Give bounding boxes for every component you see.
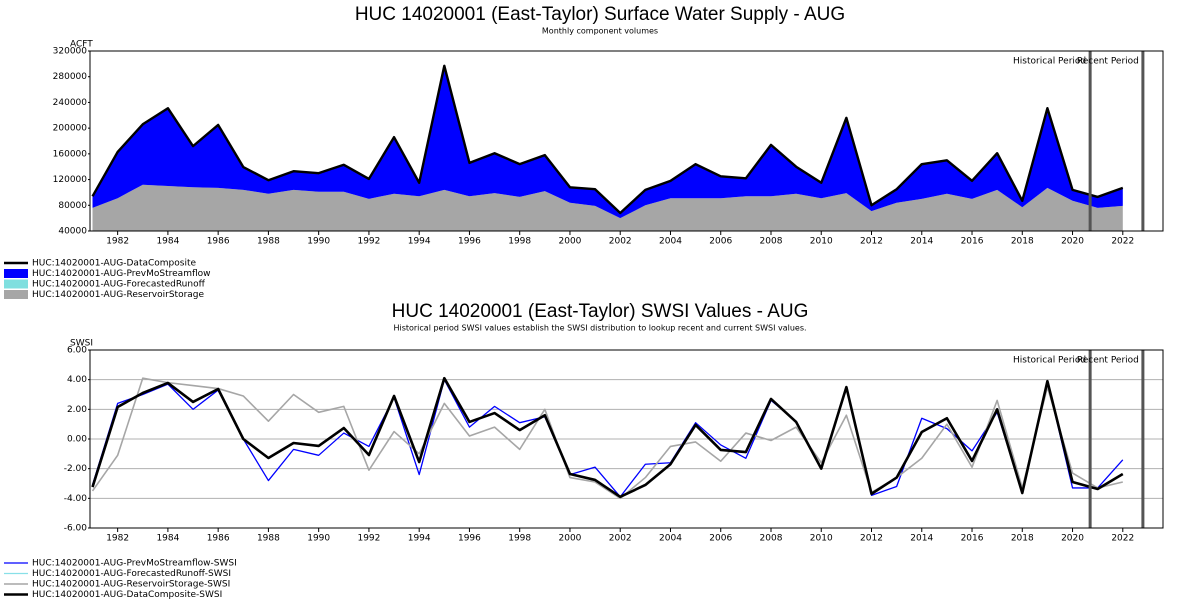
y-tick-label: 40000 bbox=[58, 227, 87, 237]
y-unit-label: SWSI bbox=[70, 339, 93, 349]
legend-swatch bbox=[4, 290, 28, 299]
x-tick-label: 2020 bbox=[1061, 534, 1084, 544]
x-tick-label: 1986 bbox=[207, 534, 230, 544]
x-tick-label: 2014 bbox=[910, 534, 933, 544]
y-tick-label: 120000 bbox=[53, 175, 88, 185]
x-tick-label: 1982 bbox=[106, 237, 129, 247]
x-tick-label: 2004 bbox=[659, 534, 682, 544]
y-tick-label: 160000 bbox=[53, 149, 88, 159]
y-tick-label: 200000 bbox=[53, 124, 88, 134]
chart-subtitle: Historical period SWSI values establish … bbox=[393, 324, 806, 333]
x-tick-label: 1998 bbox=[508, 237, 531, 247]
x-tick-label: 2002 bbox=[609, 534, 632, 544]
y-tick-label: -6.00 bbox=[64, 524, 88, 534]
x-tick-label: 2002 bbox=[609, 237, 632, 247]
period-label: Historical Period bbox=[1013, 57, 1086, 67]
legend-label: HUC:14020001-AUG-DataComposite bbox=[32, 259, 196, 269]
x-tick-label: 1990 bbox=[307, 237, 330, 247]
x-tick-label: 1994 bbox=[408, 237, 431, 247]
x-tick-label: 1996 bbox=[458, 534, 481, 544]
legend-label: HUC:14020001-AUG-PrevMoStreamflow bbox=[32, 269, 211, 279]
y-tick-label: 320000 bbox=[53, 47, 88, 57]
x-tick-label: 2022 bbox=[1111, 237, 1134, 247]
y-tick-label: 2.00 bbox=[67, 405, 87, 415]
x-tick-label: 2010 bbox=[810, 237, 833, 247]
period-label: Historical Period bbox=[1013, 356, 1086, 366]
x-tick-label: 2000 bbox=[559, 534, 582, 544]
legend-label: HUC:14020001-AUG-ForecastedRunoff bbox=[32, 280, 206, 290]
x-tick-label: 2014 bbox=[910, 237, 933, 247]
legend-label: HUC:14020001-AUG-ForecastedRunoff-SWSI bbox=[32, 569, 231, 579]
x-tick-label: 1982 bbox=[106, 534, 129, 544]
x-tick-label: 2016 bbox=[961, 237, 984, 247]
legend-swatch bbox=[4, 269, 28, 278]
x-tick-label: 2004 bbox=[659, 237, 682, 247]
x-tick-label: 2008 bbox=[760, 534, 783, 544]
x-tick-label: 1992 bbox=[357, 237, 380, 247]
x-tick-label: 2012 bbox=[860, 237, 883, 247]
x-tick-label: 1998 bbox=[508, 534, 531, 544]
x-tick-label: 2000 bbox=[559, 237, 582, 247]
line bbox=[91, 379, 1124, 498]
chart-subtitle: Monthly component volumes bbox=[542, 27, 658, 36]
x-tick-label: 2012 bbox=[860, 534, 883, 544]
chart-title: HUC 14020001 (East-Taylor) SWSI Values -… bbox=[392, 301, 809, 322]
chart-title: HUC 14020001 (East-Taylor) Surface Water… bbox=[355, 4, 845, 25]
x-tick-label: 2010 bbox=[810, 534, 833, 544]
legend-label: HUC:14020001-AUG-ReservoirStorage-SWSI bbox=[32, 580, 230, 590]
x-tick-label: 2016 bbox=[961, 534, 984, 544]
line bbox=[91, 377, 1123, 500]
x-tick-label: 2008 bbox=[760, 237, 783, 247]
y-tick-label: -2.00 bbox=[64, 464, 88, 474]
x-tick-label: 1996 bbox=[458, 237, 481, 247]
x-tick-label: 1994 bbox=[408, 534, 431, 544]
x-tick-label: 1988 bbox=[257, 237, 280, 247]
x-tick-label: 1988 bbox=[257, 534, 280, 544]
y-unit-label: ACFT bbox=[70, 40, 93, 50]
line bbox=[91, 64, 1124, 215]
line bbox=[91, 376, 1124, 499]
area bbox=[92, 184, 1123, 231]
y-tick-label: 4.00 bbox=[67, 375, 87, 385]
y-tick-label: -4.00 bbox=[64, 494, 88, 504]
y-tick-label: 280000 bbox=[53, 72, 88, 82]
x-tick-label: 2018 bbox=[1011, 237, 1034, 247]
legend-label: HUC:14020001-AUG-ReservoirStorage bbox=[32, 290, 205, 300]
legend-label: HUC:14020001-AUG-DataComposite-SWSI bbox=[32, 590, 222, 600]
y-tick-label: 6.00 bbox=[67, 346, 87, 356]
x-tick-label: 2022 bbox=[1111, 534, 1134, 544]
x-tick-label: 1992 bbox=[357, 534, 380, 544]
x-tick-label: 2018 bbox=[1011, 534, 1034, 544]
x-tick-label: 1986 bbox=[207, 237, 230, 247]
plot-frame bbox=[89, 50, 1164, 232]
x-tick-label: 1990 bbox=[307, 534, 330, 544]
period-label: Recent Period bbox=[1077, 356, 1139, 366]
y-tick-label: 0.00 bbox=[67, 435, 87, 445]
plot-frame bbox=[89, 349, 1164, 529]
legend-label: HUC:14020001-AUG-PrevMoStreamflow-SWSI bbox=[32, 559, 237, 569]
x-tick-label: 2006 bbox=[709, 237, 732, 247]
legend-swatch bbox=[4, 279, 28, 289]
x-tick-label: 2020 bbox=[1061, 237, 1084, 247]
y-tick-label: 80000 bbox=[58, 201, 87, 211]
y-tick-label: 240000 bbox=[53, 98, 88, 108]
x-tick-label: 1984 bbox=[156, 237, 179, 247]
period-label: Recent Period bbox=[1077, 57, 1139, 67]
area bbox=[92, 65, 1123, 219]
x-tick-label: 1984 bbox=[156, 534, 179, 544]
x-tick-label: 2006 bbox=[709, 534, 732, 544]
